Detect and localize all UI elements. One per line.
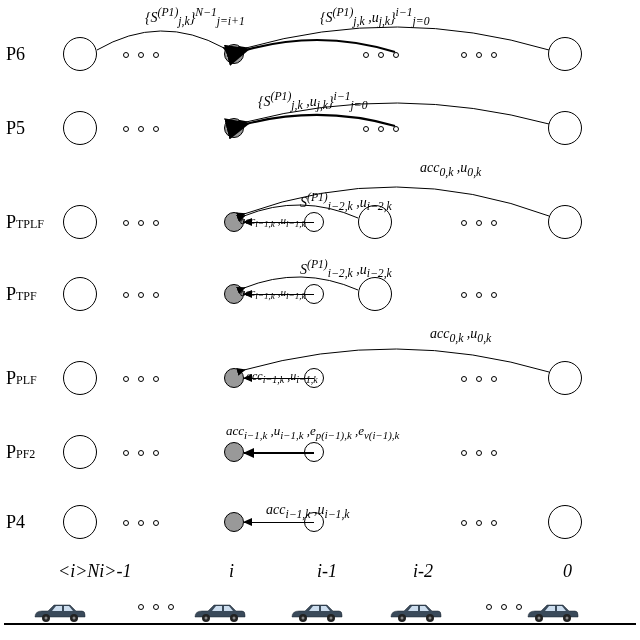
svg-point-17 — [538, 617, 541, 620]
svg-point-11 — [330, 617, 333, 620]
svg-point-19 — [566, 617, 569, 620]
svg-point-13 — [401, 617, 404, 620]
svg-point-15 — [429, 617, 432, 620]
svg-point-3 — [73, 617, 76, 620]
svg-point-1 — [45, 617, 48, 620]
svg-point-5 — [205, 617, 208, 620]
svg-point-9 — [302, 617, 305, 620]
svg-point-7 — [233, 617, 236, 620]
